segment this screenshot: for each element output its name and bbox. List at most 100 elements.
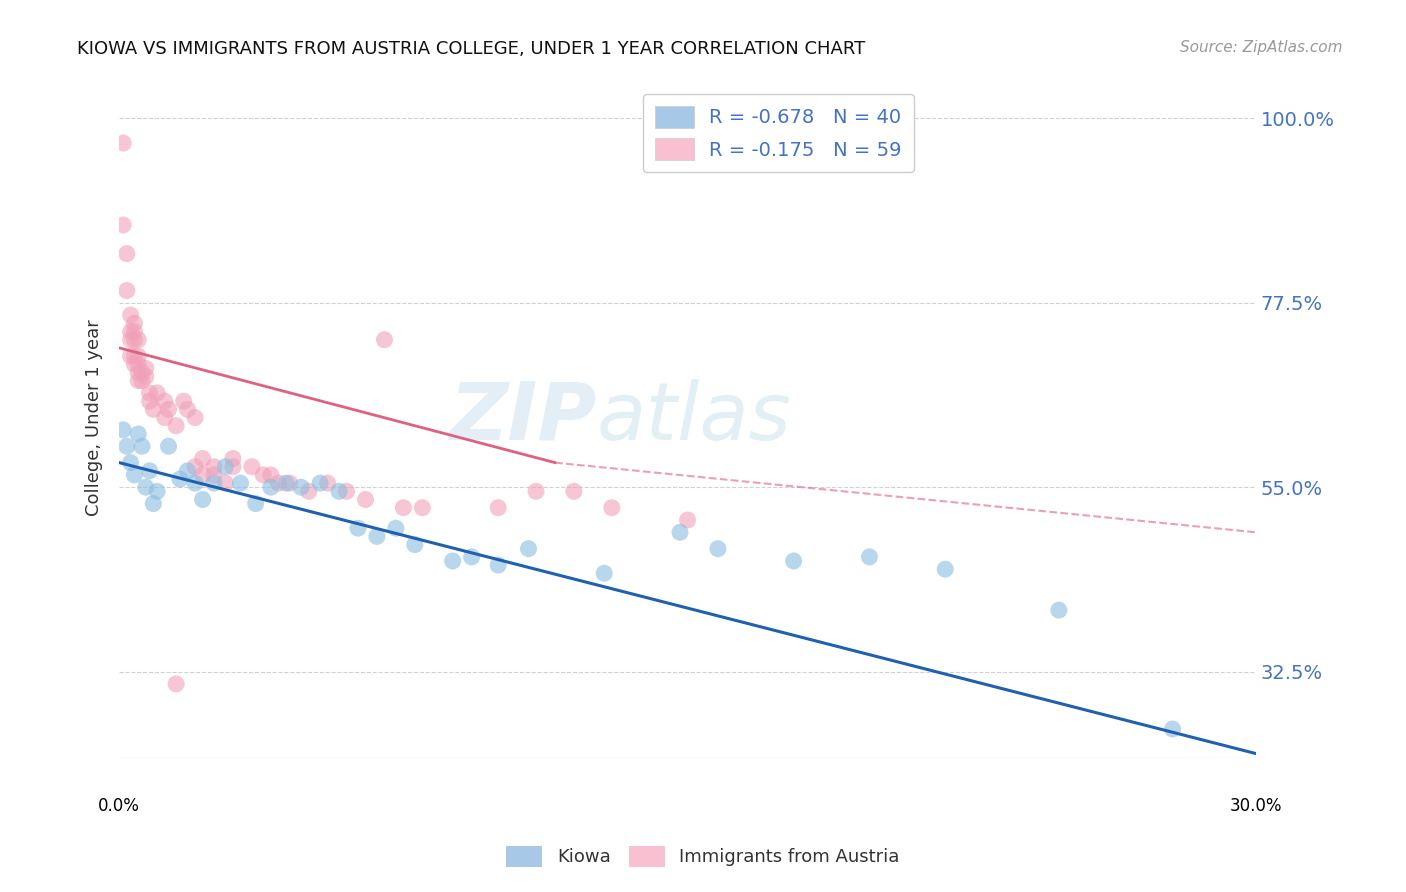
Point <box>184 476 207 491</box>
Point <box>782 554 804 568</box>
Point <box>274 476 297 491</box>
Point <box>153 394 176 409</box>
Point <box>191 451 214 466</box>
Point <box>124 467 146 482</box>
Point <box>127 333 149 347</box>
Point <box>278 476 301 491</box>
Point <box>229 476 252 491</box>
Point <box>124 316 146 330</box>
Point <box>191 492 214 507</box>
Point <box>392 500 415 515</box>
Y-axis label: College, Under 1 year: College, Under 1 year <box>86 319 103 516</box>
Point <box>366 529 388 543</box>
Point <box>120 325 142 339</box>
Point <box>138 394 160 409</box>
Point <box>252 467 274 482</box>
Point <box>135 480 157 494</box>
Point <box>146 386 169 401</box>
Point <box>373 333 395 347</box>
Point <box>404 538 426 552</box>
Point <box>153 410 176 425</box>
Point <box>176 402 198 417</box>
Legend: R = -0.678   N = 40, R = -0.175   N = 59: R = -0.678 N = 40, R = -0.175 N = 59 <box>644 94 914 172</box>
Point <box>115 284 138 298</box>
Point <box>460 549 482 564</box>
Point <box>354 492 377 507</box>
Point <box>245 497 267 511</box>
Point <box>142 497 165 511</box>
Point <box>214 459 236 474</box>
Point <box>120 456 142 470</box>
Point <box>131 374 153 388</box>
Point <box>517 541 540 556</box>
Point <box>214 476 236 491</box>
Point <box>267 476 290 491</box>
Point <box>347 521 370 535</box>
Point <box>562 484 585 499</box>
Point <box>112 136 135 150</box>
Point <box>138 386 160 401</box>
Point <box>298 484 321 499</box>
Point <box>173 394 195 409</box>
Point <box>157 402 180 417</box>
Point <box>131 366 153 380</box>
Point <box>309 476 332 491</box>
Point <box>1047 603 1070 617</box>
Point <box>169 472 191 486</box>
Point <box>260 480 283 494</box>
Point <box>115 439 138 453</box>
Text: KIOWA VS IMMIGRANTS FROM AUSTRIA COLLEGE, UNDER 1 YEAR CORRELATION CHART: KIOWA VS IMMIGRANTS FROM AUSTRIA COLLEGE… <box>77 40 866 58</box>
Point <box>127 366 149 380</box>
Point <box>202 467 225 482</box>
Text: atlas: atlas <box>596 378 792 457</box>
Point <box>669 525 692 540</box>
Point <box>112 218 135 232</box>
Point <box>135 369 157 384</box>
Point <box>124 333 146 347</box>
Point <box>290 480 312 494</box>
Point <box>146 484 169 499</box>
Point <box>336 484 359 499</box>
Point <box>222 451 245 466</box>
Text: 30.0%: 30.0% <box>1230 797 1282 814</box>
Point <box>112 423 135 437</box>
Point <box>202 459 225 474</box>
Point <box>127 374 149 388</box>
Point <box>676 513 699 527</box>
Point <box>127 426 149 441</box>
Point <box>115 246 138 260</box>
Point <box>138 464 160 478</box>
Point <box>934 562 956 576</box>
Point <box>240 459 263 474</box>
Point <box>260 467 283 482</box>
Point <box>486 558 509 572</box>
Point <box>124 325 146 339</box>
Point <box>176 464 198 478</box>
Point <box>385 521 408 535</box>
Point <box>191 467 214 482</box>
Point <box>593 566 616 581</box>
Point <box>120 308 142 322</box>
Point <box>316 476 339 491</box>
Text: Source: ZipAtlas.com: Source: ZipAtlas.com <box>1180 40 1343 55</box>
Point <box>120 349 142 363</box>
Point <box>858 549 880 564</box>
Point <box>142 402 165 417</box>
Point <box>120 333 142 347</box>
Point <box>222 459 245 474</box>
Point <box>157 439 180 453</box>
Point <box>707 541 730 556</box>
Text: ZIP: ZIP <box>450 378 596 457</box>
Point <box>411 500 433 515</box>
Point <box>600 500 623 515</box>
Point <box>124 357 146 371</box>
Point <box>184 459 207 474</box>
Point <box>202 476 225 491</box>
Point <box>165 677 187 691</box>
Point <box>486 500 509 515</box>
Text: 0.0%: 0.0% <box>98 797 141 814</box>
Point <box>165 418 187 433</box>
Point <box>441 554 464 568</box>
Point <box>131 439 153 453</box>
Point <box>127 357 149 371</box>
